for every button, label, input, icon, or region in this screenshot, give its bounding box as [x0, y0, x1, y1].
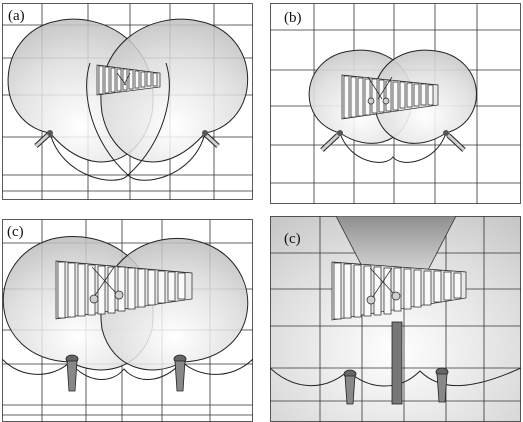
xylophone [55, 260, 193, 320]
panel-label: (c) [7, 224, 24, 240]
xylophone [96, 64, 161, 96]
microphone-right [173, 354, 187, 392]
panel-label: (a) [8, 8, 25, 24]
xylophone [331, 261, 467, 321]
microphone-left [65, 354, 79, 392]
panel-label: (c) [284, 231, 301, 247]
pickup-lobes [270, 367, 521, 387]
panel-label: (b) [284, 10, 302, 26]
polar-pattern-diagram-b [270, 3, 521, 204]
microphone-right [443, 130, 466, 152]
polar-pattern-diagram-c [2, 219, 253, 422]
microphone-stand [391, 321, 403, 405]
panel-b: (b) [270, 3, 521, 204]
pickup-lobes [7, 18, 249, 181]
microphone-left [320, 130, 343, 152]
microphone-left [34, 130, 53, 148]
microphone-right [202, 130, 220, 148]
panel-a: (a) [2, 3, 253, 200]
microphone-right [435, 367, 449, 403]
panel-d: (c) [270, 216, 521, 422]
panel-c: (c) [2, 219, 253, 422]
microphone-left [343, 369, 357, 405]
polar-pattern-diagram-a [2, 3, 253, 200]
polar-pattern-diagram-d [270, 216, 521, 422]
xylophone [341, 74, 439, 120]
